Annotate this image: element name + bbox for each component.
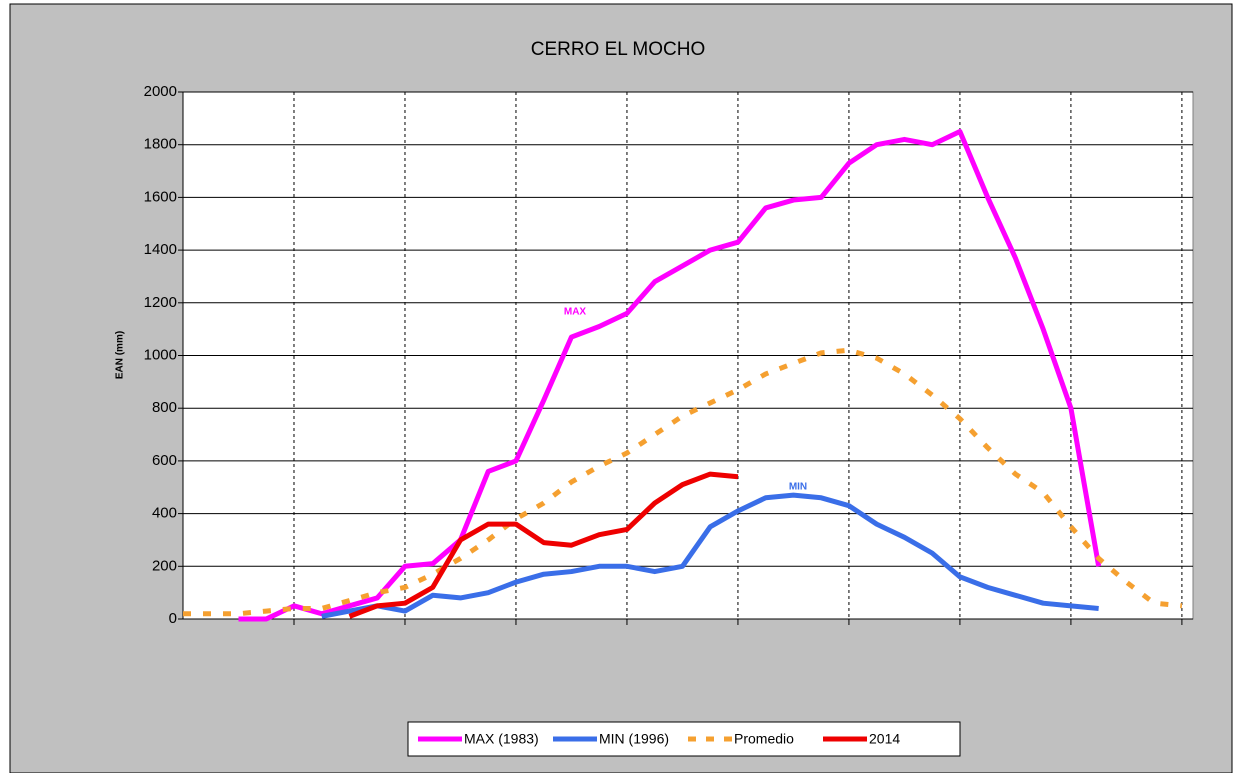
chart-title: CERRO EL MOCHO [531,39,706,60]
series-line [321,492,1099,619]
legend-label: MAX (1983) [464,731,539,747]
legend-label: MIN (1996) [599,731,669,747]
y-tick-label: 1200 [144,294,177,311]
y-tick-label: 1400 [144,241,177,258]
legend-label: 2014 [869,731,900,747]
y-tick-label: 1800 [144,136,177,153]
y-tick-label: 800 [152,399,177,416]
y-tick-label: 0 [169,610,177,627]
annotation: MAX [564,307,587,318]
y-tick-label: 1600 [144,188,177,205]
legend-label: Promedio [734,731,794,747]
y-tick-label: 600 [152,452,177,469]
legend [407,721,961,757]
y-tick-label: 200 [152,557,177,574]
y-tick-label: 1000 [144,346,177,363]
series-line [348,471,739,619]
y-tick-label: 400 [152,505,177,522]
annotation: MIN [789,482,807,493]
y-tick-label: 2000 [144,83,177,100]
y-axis-label: EAN (mm) [115,331,126,379]
series-line [183,347,1183,617]
